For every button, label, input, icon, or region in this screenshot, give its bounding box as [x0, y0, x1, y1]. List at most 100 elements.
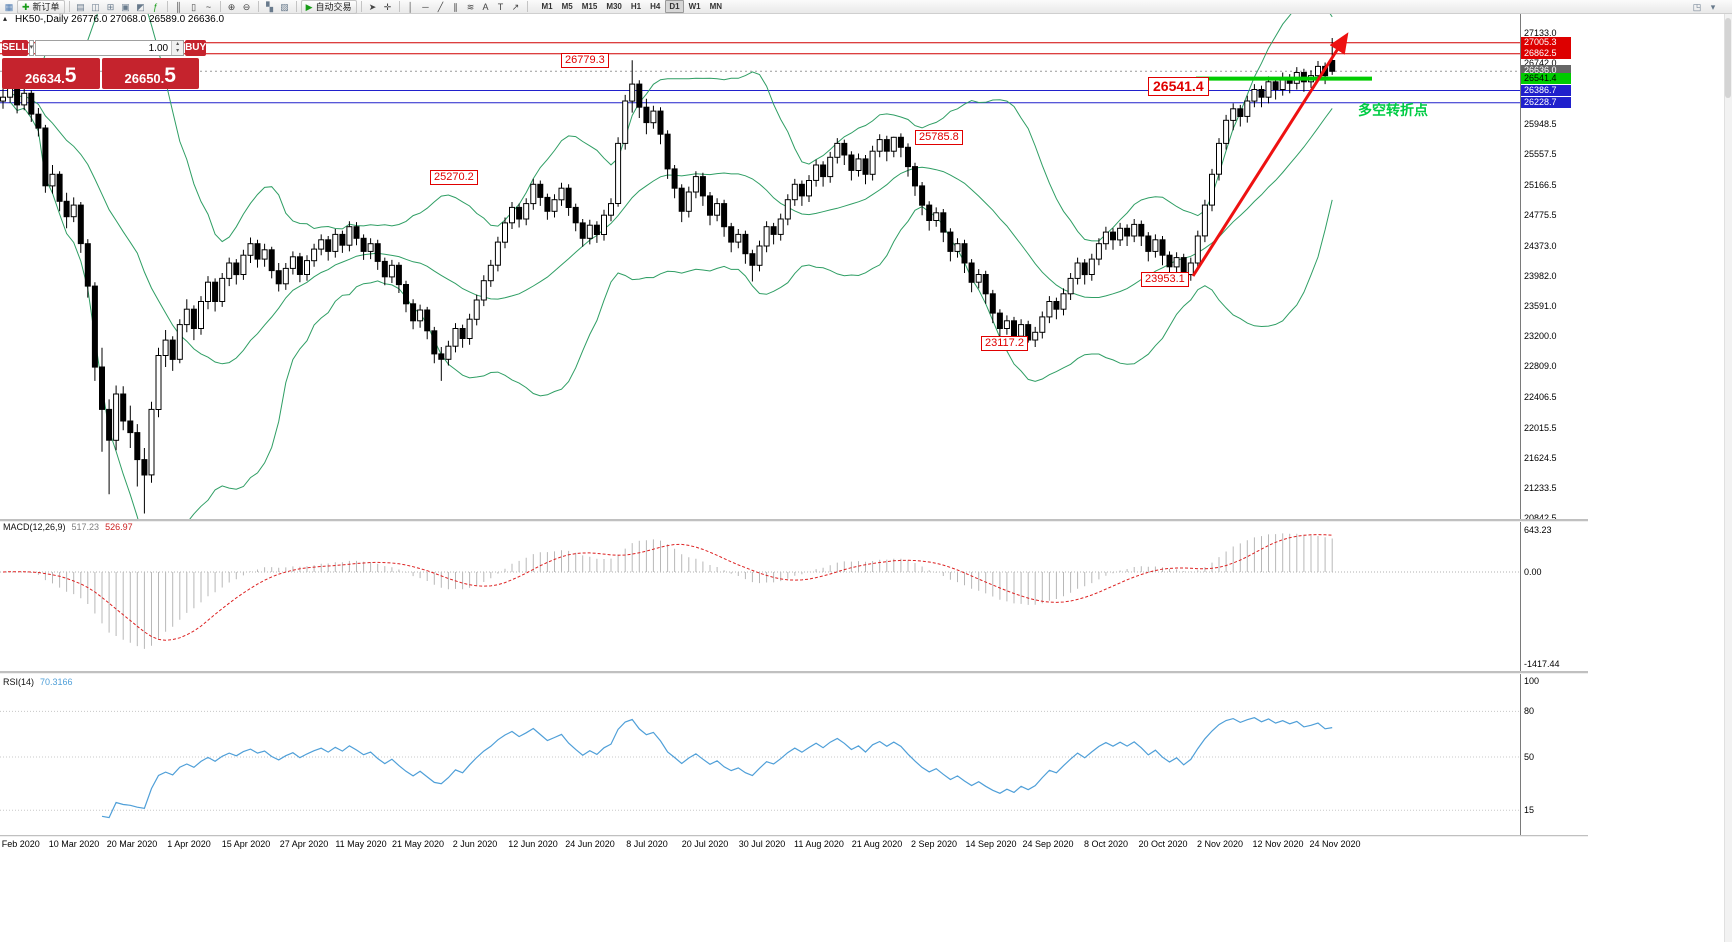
ohlc-header: HK50-,Daily 26776.0 27068.0 26589.0 2663… [15, 14, 225, 25]
label-icon[interactable]: T [497, 1, 504, 12]
toolbar-separator [68, 1, 70, 12]
panel-separator-rsi[interactable] [0, 671, 1588, 674]
zoom-in-icon[interactable]: ⊕ [227, 1, 236, 12]
date-label: 20 Mar 2020 [106, 839, 158, 849]
window-scrollbar-thumb[interactable] [1725, 18, 1731, 98]
autotrade-button[interactable]: ▶ 自动交易 [300, 0, 357, 14]
rsi-line [101, 717, 1333, 819]
date-label: 8 Oct 2020 [1083, 839, 1129, 849]
rsi-panel-canvas[interactable] [0, 674, 1520, 834]
sell-label-button[interactable]: SELL [2, 40, 28, 56]
macd-histogram [9, 533, 1333, 649]
buy-label-button[interactable]: BUY [185, 40, 207, 56]
strategy-tester-icon[interactable]: ◩ [136, 1, 145, 12]
templates-icon[interactable]: ▨ [280, 1, 289, 12]
price-axis-label: 24775.5 [1524, 210, 1557, 220]
timeframe-d1-button[interactable]: D1 [665, 0, 684, 13]
one-click-collapse-button[interactable]: ▴ [3, 14, 8, 23]
volume-box: ▴ ▾ [35, 40, 185, 56]
date-label: 14 Sep 2020 [965, 839, 1017, 849]
toolbar-separator [219, 1, 221, 12]
time-axis[interactable]: 7 Feb 2020 10 Mar 2020 20 Mar 2020 1 Apr 20… [0, 837, 1520, 851]
text-icon[interactable]: A [482, 1, 489, 12]
price-tag-27005.3: 27005.3 [1521, 37, 1571, 48]
buy-price-main: 26650. [124, 71, 165, 86]
bollinger-upper-band [10, 14, 1333, 243]
price-chart-canvas[interactable] [0, 14, 1520, 519]
autotrade-button-label: 自动交易 [315, 1, 352, 12]
toolbar-separator [257, 1, 259, 12]
price-axis-label: 25557.5 [1524, 149, 1557, 159]
timeframe-m15-button[interactable]: M15 [581, 2, 598, 11]
data-window-icon[interactable]: ◫ [91, 1, 100, 12]
candlestick-chart-icon[interactable]: ▯ [191, 1, 197, 12]
fibonacci-icon[interactable]: ≋ [466, 1, 475, 12]
channel-icon[interactable]: ∥ [453, 1, 458, 12]
rsi-axis-label: 15 [1524, 805, 1535, 815]
date-label: 8 Jul 2020 [626, 839, 668, 849]
toolbar-separator [360, 1, 362, 12]
date-label: 24 Nov 2020 [1309, 839, 1361, 849]
new-chart-icon[interactable]: ▦ [4, 1, 14, 12]
price-axis-label: 24373.0 [1524, 241, 1557, 251]
bar-chart-icon[interactable]: ║ [175, 1, 182, 12]
macd-panel-canvas[interactable] [0, 521, 1520, 671]
date-label: 21 Aug 2020 [851, 839, 903, 849]
price-axis-label: 23982.0 [1524, 271, 1557, 281]
macd-label: MACD(12,26,9) [3, 522, 66, 532]
line-chart-icon[interactable]: ~ [205, 1, 212, 12]
timeframe-m1-button[interactable]: M1 [541, 2, 553, 11]
rsi-axis-label: 80 [1524, 706, 1535, 716]
navigator-icon[interactable]: ⊞ [106, 1, 115, 12]
timeframe-h4-button[interactable]: H4 [650, 2, 661, 11]
toolbar-left-group: ▦ ✚ 新订单 ▤ ◫ ⊞ ▣ ◩ ƒ ║ ▯ ~ ⊕ ⊖ ▚ ▨ ▶ 自动交易 ➤ ✛ │ ─ ╱ ∥ ≋ A T ↗ [2, 0, 531, 14]
date-label: 11 Aug 2020 [794, 839, 844, 849]
autotrade-button-icon: ▶ [305, 1, 313, 12]
horizontal-line-icon[interactable]: ─ [422, 1, 429, 12]
price-tag-26541.4: 26541.4 [1521, 73, 1571, 84]
trend-arrow[interactable] [1191, 32, 1349, 277]
sell-price-big-digit: 5 [64, 64, 77, 87]
timeframe-mn-button[interactable]: MN [709, 2, 723, 11]
panel-separator-macd[interactable] [0, 519, 1588, 522]
cursor-icon[interactable]: ➤ [368, 1, 377, 12]
rsi-label-row: RSI(14) 70.3166 [3, 677, 79, 687]
market-watch-icon[interactable]: ▤ [76, 1, 85, 12]
vertical-line-icon[interactable]: │ [407, 1, 414, 12]
indicators-icon[interactable]: ƒ [153, 1, 159, 12]
window-scrollbar[interactable] [1724, 0, 1732, 942]
timeframe-m5-button[interactable]: M5 [561, 2, 573, 11]
zoom-out-icon[interactable]: ⊖ [242, 1, 251, 12]
timeframe-h1-button[interactable]: H1 [630, 2, 642, 11]
rsi-axis-label: 100 [1524, 676, 1540, 686]
price-axis-label: 25948.5 [1524, 119, 1557, 129]
terminal-icon[interactable]: ▣ [121, 1, 130, 12]
date-label: 24 Sep 2020 [1022, 839, 1074, 849]
new-order-button[interactable]: ✚ 新订单 [17, 0, 65, 14]
macd-axis-label: 0.00 [1524, 567, 1542, 577]
crosshair-icon[interactable]: ✛ [383, 1, 392, 12]
toolbar-separator [526, 1, 528, 12]
buy-price-big-digit: 5 [164, 64, 176, 87]
macd-main-value: 517.23 [71, 522, 100, 532]
toolbar-more-icon[interactable]: ▾ [1710, 1, 1716, 12]
bollinger-lower-band [9, 101, 1333, 519]
price-axis-label: 21624.5 [1524, 453, 1557, 463]
macd-signal-value: 526.97 [105, 522, 133, 532]
timeframe-w1-button[interactable]: W1 [688, 2, 701, 11]
price-axis-separator [1520, 14, 1521, 837]
new-order-button-label: 新订单 [32, 1, 60, 12]
rsi-axis-label: 50 [1524, 752, 1535, 762]
volume-up-button[interactable]: ▴ [172, 41, 184, 48]
arrows-icon[interactable]: ↗ [511, 1, 520, 12]
volume-down-button[interactable]: ▾ [172, 48, 184, 55]
date-label: 12 Jun 2020 [508, 839, 558, 849]
sell-price-button[interactable]: 26634. 5 [2, 58, 100, 89]
window-dock-icon[interactable]: ◳ [1692, 1, 1702, 12]
order-type-dropdown[interactable]: ▾ [28, 40, 35, 56]
tile-windows-icon[interactable]: ▚ [266, 1, 274, 12]
timeframe-m30-button[interactable]: M30 [606, 2, 622, 11]
buy-price-button[interactable]: 26650. 5 [101, 58, 199, 89]
trendline-icon[interactable]: ╱ [437, 1, 444, 12]
volume-input[interactable] [36, 41, 172, 55]
